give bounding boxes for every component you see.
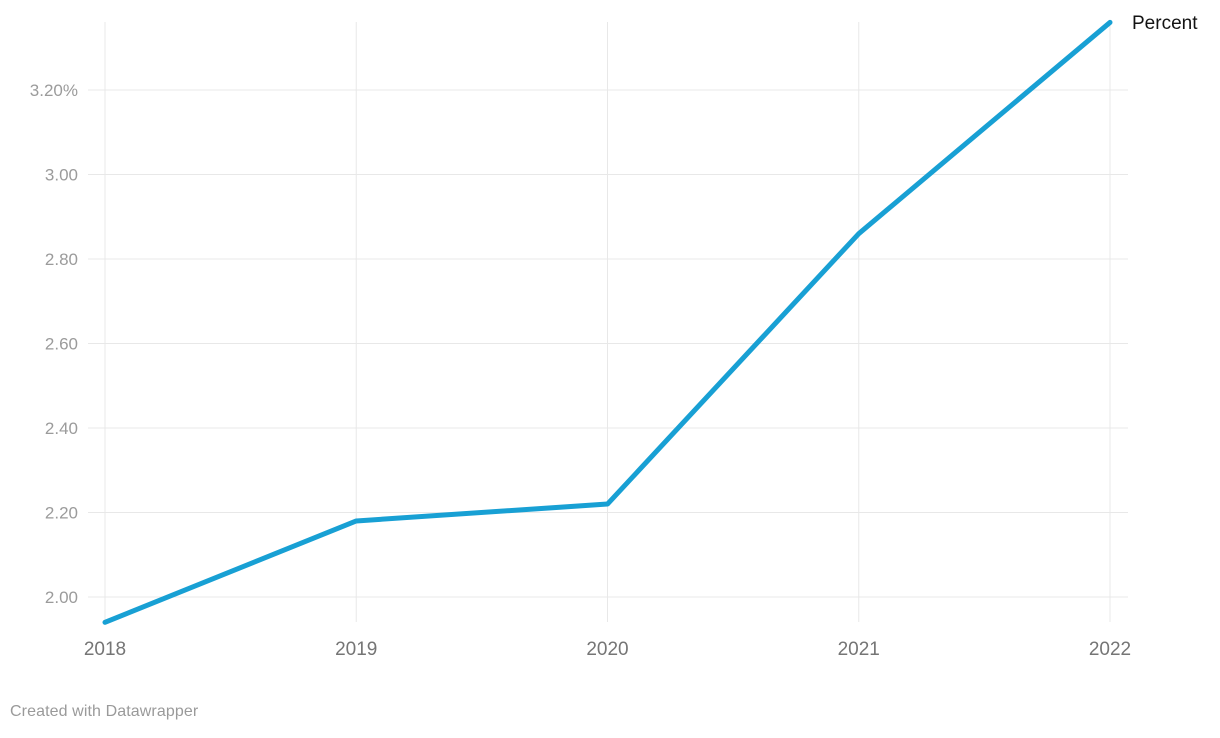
- x-axis-tick-labels: 2018 2019 2020 2021 2022: [84, 639, 1131, 660]
- x-tick-label: 2019: [335, 639, 377, 660]
- data-series: [102, 19, 1113, 625]
- y-tick-label: 2.40: [45, 419, 78, 438]
- y-axis-tick-labels: 3.20% 3.00 2.80 2.60 2.40 2.20 2.00: [30, 81, 78, 607]
- x-tick-label: 2020: [586, 639, 628, 660]
- x-tick-label: 2021: [838, 639, 880, 660]
- y-tick-label: 2.00: [45, 588, 78, 607]
- y-tick-label: 2.20: [45, 504, 78, 523]
- y-tick-label: 3.00: [45, 166, 78, 185]
- y-tick-label: 3.20%: [30, 81, 78, 100]
- series-legend-label: Percent: [1132, 13, 1198, 34]
- x-tick-label: 2018: [84, 639, 126, 660]
- x-tick-label: 2022: [1089, 639, 1131, 660]
- vertical-gridlines: [104, 22, 1111, 622]
- y-tick-label: 2.60: [45, 335, 78, 354]
- datawrapper-attribution-link[interactable]: Created with Datawrapper: [10, 703, 199, 720]
- series-line: [102, 19, 1113, 625]
- y-tick-label: 2.80: [45, 250, 78, 269]
